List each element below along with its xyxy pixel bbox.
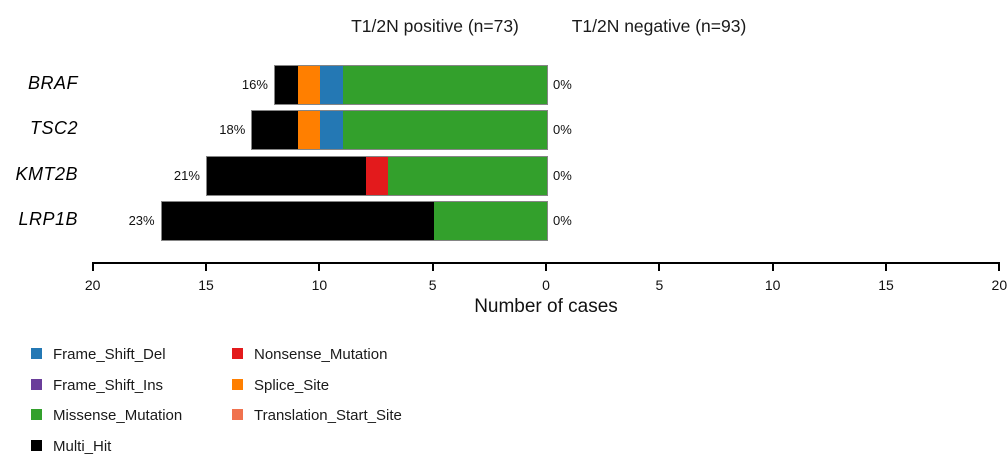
bar-segment-Splice_Site — [297, 66, 321, 104]
stacked-bar-KMT2B — [205, 155, 548, 196]
axis-tick — [431, 264, 434, 271]
bar-segment-Frame_Shift_Del — [320, 111, 343, 150]
gene-label: KMT2B — [15, 163, 78, 184]
bar-segment-Nonsense_Mutation — [365, 156, 389, 195]
left-percent-label: 23% — [128, 212, 155, 228]
left-percent-label: 21% — [173, 167, 200, 183]
axis-tick-label: 0 — [542, 277, 550, 293]
axis-tick — [658, 264, 661, 271]
axis-tick-label: 10 — [311, 277, 328, 293]
legend-swatch-Nonsense_Mutation — [232, 348, 243, 359]
gene-label: TSC2 — [29, 118, 78, 139]
x-axis-title: Number of cases — [474, 296, 618, 317]
legend-label: Frame_Shift_Ins — [53, 376, 164, 394]
axis-tick-label: 10 — [764, 277, 781, 293]
right-percent-label: 0% — [553, 167, 572, 183]
legend-label: Missense_Mutation — [53, 407, 183, 424]
bar-segment-Multi_Hit — [161, 201, 434, 240]
axis-tick — [91, 264, 94, 271]
axis-tick-label: 5 — [655, 277, 664, 293]
stacked-bar-LRP1B — [160, 200, 548, 241]
legend-swatch-Frame_Shift_Ins — [31, 378, 42, 390]
left-percent-label: 16% — [241, 77, 268, 92]
legend-swatch-Frame_Shift_Del — [31, 348, 42, 359]
axis-tick-label: 20 — [84, 277, 101, 293]
axis-tick — [205, 264, 208, 271]
right-percent-label: 0% — [553, 122, 572, 138]
axis-tick — [318, 264, 321, 271]
right-percent-label: 0% — [553, 77, 572, 92]
axis-tick — [998, 264, 1001, 271]
x-axis-line — [92, 262, 1000, 264]
legend-label: Translation_Start_Site — [254, 407, 402, 424]
left-percent-label: 18% — [219, 122, 246, 138]
axis-tick — [771, 264, 774, 271]
axis-tick — [545, 264, 548, 271]
right-cohort-title: T1/2N negative (n=93) — [571, 16, 747, 36]
bar-segment-Multi_Hit — [274, 66, 298, 104]
legend-label: Nonsense_Mutation — [254, 346, 388, 363]
bar-segment-Multi_Hit — [252, 111, 298, 150]
legend-swatch-Splice_Site — [232, 378, 243, 390]
legend-swatch-Multi_Hit — [31, 440, 42, 451]
stacked-bar-TSC2 — [251, 110, 548, 151]
bar-segment-Multi_Hit — [206, 156, 366, 195]
bar-segment-Splice_Site — [297, 111, 321, 150]
bar-segment-Missense_Mutation — [388, 156, 547, 195]
axis-tick-label: 20 — [991, 277, 1008, 293]
stacked-bar-BRAF — [273, 65, 548, 105]
bar-segment-Missense_Mutation — [342, 111, 547, 150]
axis-tick-label: 15 — [198, 277, 214, 293]
bar-segment-Missense_Mutation — [433, 201, 547, 240]
bar-segment-Missense_Mutation — [342, 66, 547, 104]
bar-segment-Frame_Shift_Del — [320, 66, 343, 104]
right-percent-label: 0% — [553, 212, 572, 228]
gene-label: BRAF — [27, 73, 78, 93]
left-cohort-title: T1/2N positive (n=73) — [351, 16, 519, 36]
legend-label: Frame_Shift_Del — [53, 346, 166, 363]
legend-swatch-Missense_Mutation — [31, 409, 42, 420]
legend-label: Multi_Hit — [53, 438, 112, 455]
axis-tick — [885, 264, 887, 271]
axis-tick-label: 15 — [878, 277, 894, 293]
legend-label: Splice_Site — [254, 376, 330, 394]
gene-label: LRP1B — [18, 208, 78, 229]
axis-tick-label: 5 — [428, 277, 437, 293]
legend-swatch-Translation_Start_Site — [232, 409, 243, 420]
